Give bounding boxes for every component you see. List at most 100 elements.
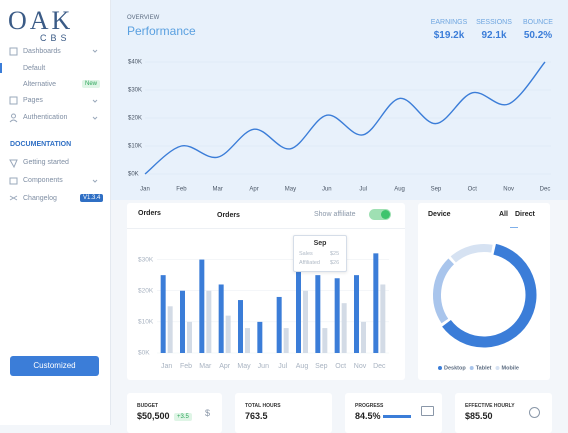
nav-item[interactable]: Components bbox=[23, 177, 63, 184]
y-tick-label: $30K bbox=[138, 256, 154, 263]
legend-label: Tablet bbox=[476, 365, 492, 371]
legend-label: Mobile bbox=[502, 365, 519, 371]
card-value: $85.50 bbox=[465, 411, 493, 421]
nav-item[interactable]: Authentication bbox=[23, 114, 68, 121]
legend-swatch bbox=[469, 366, 474, 370]
bar bbox=[218, 284, 224, 353]
bar bbox=[180, 290, 185, 353]
bar-chart: $0K $10K $20K $30K Jan Feb Mar Apr May Jun Jul Aug S… bbox=[138, 253, 389, 370]
card-title: Device bbox=[428, 211, 451, 218]
x-tick-label: Jan bbox=[140, 187, 150, 193]
x-tick-label: Mar bbox=[213, 187, 223, 193]
bar bbox=[341, 303, 347, 353]
tooltip-label: Sales bbox=[299, 251, 313, 257]
y-tick-label: $20K bbox=[138, 287, 154, 294]
briefcase-icon bbox=[421, 406, 434, 416]
nav-item[interactable]: Default bbox=[23, 65, 46, 72]
tab-indicator bbox=[510, 227, 518, 228]
tab[interactable]: Direct bbox=[515, 211, 535, 218]
bar bbox=[257, 321, 263, 353]
badge: V1.3.4 bbox=[80, 194, 104, 202]
bar bbox=[167, 306, 173, 353]
stat-label: EARNINGS bbox=[430, 19, 468, 26]
stat-label: BOUNCE bbox=[523, 19, 553, 26]
bar bbox=[206, 290, 212, 353]
legend-swatch bbox=[438, 366, 442, 370]
bar bbox=[354, 275, 359, 353]
x-tick-label: Apr bbox=[219, 363, 231, 370]
x-tick-label: Sep bbox=[431, 187, 442, 193]
x-tick-label: Jul bbox=[278, 363, 287, 370]
y-tick-label: $40K bbox=[128, 60, 142, 66]
x-tick-label: Oct bbox=[468, 187, 478, 193]
nav-item[interactable]: Pages bbox=[23, 97, 43, 104]
x-tick-label: Nov bbox=[503, 187, 514, 193]
stat-card: BUDGET $50,500 +3.5 $ bbox=[127, 393, 222, 433]
stat-card: PROGRESS 84.5% bbox=[345, 393, 442, 433]
toggle[interactable] bbox=[369, 209, 391, 220]
stat-label: SESSIONS bbox=[476, 19, 512, 26]
x-tick-label: May bbox=[285, 187, 296, 193]
card-title: Orders bbox=[138, 210, 161, 217]
x-tick-label: Sep bbox=[315, 363, 328, 370]
bar bbox=[373, 253, 379, 353]
bar bbox=[380, 284, 386, 353]
nav-item[interactable]: Getting started bbox=[23, 159, 69, 166]
card-label: TOTAL HOURS bbox=[245, 403, 281, 409]
bar bbox=[199, 259, 205, 353]
legend-swatch bbox=[495, 366, 500, 370]
line-chart: $0K $10K $20K $30K $40K Jan Feb Mar Apr May Jun Jul… bbox=[128, 60, 551, 193]
bar bbox=[283, 328, 289, 353]
badge: New bbox=[82, 80, 101, 88]
donut-chart: Desktop Tablet Mobile bbox=[433, 243, 537, 371]
nav-item[interactable]: Dashboards bbox=[23, 48, 61, 55]
card-label: EFFECTIVE HOURLY bbox=[465, 403, 515, 409]
section-title: DOCUMENTATION bbox=[10, 141, 72, 148]
x-tick-label: Nov bbox=[354, 363, 367, 370]
donut-segment bbox=[433, 258, 455, 324]
bar bbox=[238, 300, 243, 353]
bar bbox=[322, 328, 328, 353]
y-tick-label: $0K bbox=[138, 350, 150, 357]
stat-value: 50.2% bbox=[523, 30, 553, 41]
card-value: 763.5 bbox=[245, 411, 268, 421]
nav-item[interactable]: Alternative bbox=[23, 81, 57, 88]
x-tick-label: Jul bbox=[359, 187, 367, 193]
tooltip-label: Affiliated bbox=[299, 260, 320, 266]
card-value: 84.5% bbox=[355, 411, 381, 421]
customize-button[interactable]: Customized bbox=[10, 356, 99, 376]
card-label: BUDGET bbox=[137, 403, 159, 409]
toggle-knob bbox=[381, 210, 390, 219]
stat-card: EFFECTIVE HOURLY $85.50 bbox=[455, 393, 552, 433]
badge: +3.5 bbox=[174, 413, 192, 421]
x-tick-label: Feb bbox=[176, 187, 187, 193]
x-tick-label: Jun bbox=[258, 363, 269, 370]
toggle-label: Show affiliate bbox=[314, 211, 356, 218]
bar bbox=[245, 328, 250, 353]
y-tick-label: $20K bbox=[128, 116, 142, 122]
x-tick-label: Jun bbox=[322, 187, 332, 193]
x-tick-label: Jan bbox=[161, 363, 172, 370]
overline: OVERVIEW bbox=[127, 15, 160, 21]
divider bbox=[127, 228, 405, 229]
tooltip: Sep Sales $25 Affiliated $26 bbox=[293, 235, 347, 272]
dollar-icon: $ bbox=[205, 408, 211, 418]
device-card: Device All Direct Desktop Tablet Mobile bbox=[418, 203, 550, 380]
bar bbox=[315, 275, 321, 353]
stat-card: TOTAL HOURS 763.5 bbox=[235, 393, 332, 433]
y-tick-label: $10K bbox=[138, 319, 154, 326]
page-title: Performance bbox=[127, 24, 196, 38]
line-series bbox=[144, 61, 546, 175]
tab[interactable]: All bbox=[499, 211, 508, 218]
chart-heading: Orders bbox=[217, 212, 240, 219]
orders-card: Orders Orders Show affiliate $0K $10K $20K… bbox=[127, 203, 405, 380]
x-tick-label: Aug bbox=[296, 363, 309, 370]
x-tick-label: Feb bbox=[180, 363, 192, 370]
x-tick-label: Dec bbox=[540, 187, 551, 193]
x-tick-label: Mar bbox=[199, 363, 212, 370]
bar bbox=[276, 296, 282, 353]
nav-item[interactable]: Changelog bbox=[23, 195, 57, 202]
x-tick-label: May bbox=[237, 363, 251, 370]
bar bbox=[296, 272, 301, 353]
